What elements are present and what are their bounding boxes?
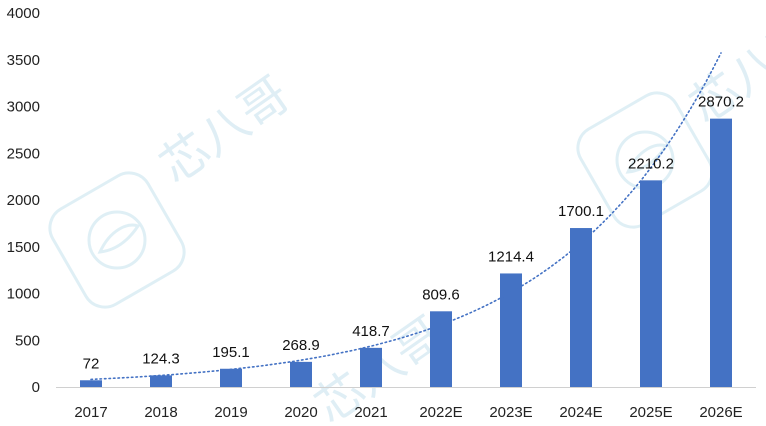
data-label: 124.3 [142,350,180,367]
bar [500,273,522,387]
data-label: 2210.2 [628,155,674,172]
y-tick-label: 3500 [7,52,40,69]
y-tick-label: 3000 [7,99,40,116]
bar [430,311,452,387]
bar [220,368,242,387]
x-tick-label: 2020 [284,404,317,421]
y-tick-label: 500 [15,332,40,349]
watermark-text-right: 芯八哥 [680,6,766,134]
x-tick-label: 2018 [144,404,177,421]
bar [150,375,172,387]
x-tick-label: 2026E [699,404,742,421]
x-tick-label: 2025E [629,404,672,421]
watermark-logo-left [48,171,186,309]
y-tick-label: 4000 [7,5,40,22]
x-tick-label: 2017 [74,404,107,421]
y-tick-label: 0 [32,379,40,396]
x-tick-label: 2024E [559,404,602,421]
bar [570,228,592,387]
trendline [90,52,722,381]
bar [290,361,312,387]
bars [80,118,732,388]
data-label: 809.6 [422,286,460,303]
x-tick-label: 2022E [419,404,462,421]
data-labels: 72 124.3 195.1 268.9 418.7 809.6 1214.4 1700.1 2… [83,94,744,373]
x-axis: 2017 2018 2019 2020 2021 2022E 2023E 2024E 2025E… [74,404,742,421]
data-label: 2870.2 [698,94,744,111]
data-label: 268.9 [282,337,320,354]
data-label: 1214.4 [488,248,534,265]
data-label: 418.7 [352,323,390,340]
bar [80,380,102,387]
y-axis: 0 500 1000 1500 2000 2500 3000 3500 4000 [7,5,40,396]
y-tick-label: 2000 [7,192,40,209]
y-tick-label: 1500 [7,239,40,256]
y-tick-label: 2500 [7,145,40,162]
x-tick-label: 2019 [214,404,247,421]
bar [640,180,662,387]
data-label: 195.1 [212,344,250,361]
data-label: 1700.1 [558,203,604,220]
bar [360,347,382,387]
x-tick-label: 2023E [489,404,532,421]
watermark-text-left: 芯八哥 [150,66,300,194]
bar [710,118,732,388]
x-tick-label: 2021 [354,404,387,421]
data-label: 72 [83,355,100,372]
y-tick-label: 1000 [7,286,40,303]
